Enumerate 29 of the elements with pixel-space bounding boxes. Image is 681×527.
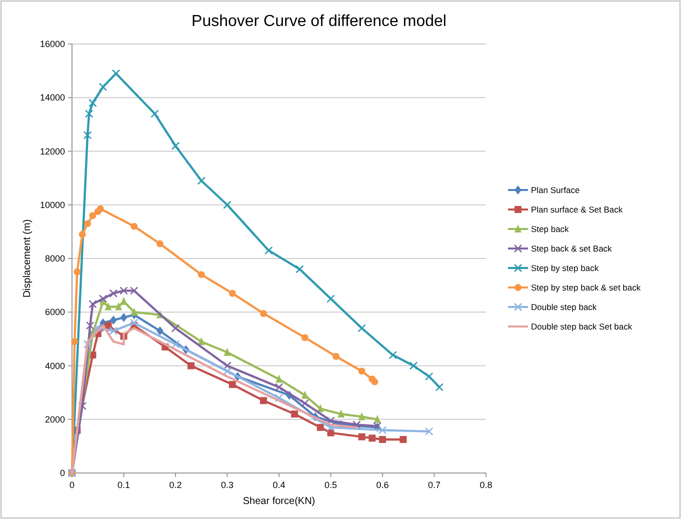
y-tick-label: 14000 bbox=[40, 92, 65, 103]
legend-label: Double step back Set back bbox=[531, 322, 633, 332]
legend-label: Step back & set Back bbox=[531, 244, 613, 254]
y-tick-label: 4000 bbox=[44, 360, 65, 371]
legend-label: Step by step back bbox=[531, 263, 600, 273]
y-tick-label: 10000 bbox=[40, 200, 65, 210]
y-tick-label: 12000 bbox=[40, 146, 65, 156]
legend-label: Step back bbox=[531, 224, 570, 234]
y-tick-label: 0 bbox=[60, 468, 65, 478]
y-tick-label: 16000 bbox=[40, 39, 65, 49]
y-tick-label: 2000 bbox=[44, 414, 65, 424]
y-tick-label: 6000 bbox=[44, 307, 65, 318]
chart-title: Pushover Curve of difference model bbox=[192, 13, 446, 30]
legend-label: Double step back bbox=[531, 302, 598, 312]
x-tick-label: 0.7 bbox=[428, 480, 441, 490]
x-tick-label: 0.4 bbox=[272, 480, 286, 490]
x-axis-title: Shear force(KN) bbox=[242, 496, 316, 507]
x-tick-label: 0.2 bbox=[169, 480, 182, 490]
legend-label: Step by step back & set back bbox=[531, 282, 642, 292]
y-axis-title: Displacement (m) bbox=[22, 219, 33, 298]
legend-label: Plan surface & Set Back bbox=[531, 204, 624, 214]
x-tick-label: 0.8 bbox=[480, 480, 492, 490]
x-tick-label: 0.3 bbox=[220, 480, 234, 490]
y-tick-label: 8000 bbox=[44, 254, 65, 264]
x-tick-label: 0 bbox=[69, 480, 75, 490]
x-tick-label: 0.1 bbox=[117, 480, 130, 490]
legend-label: Plan Surface bbox=[531, 185, 580, 195]
x-tick-label: 0.5 bbox=[324, 480, 338, 490]
x-tick-label: 0.6 bbox=[376, 480, 389, 490]
